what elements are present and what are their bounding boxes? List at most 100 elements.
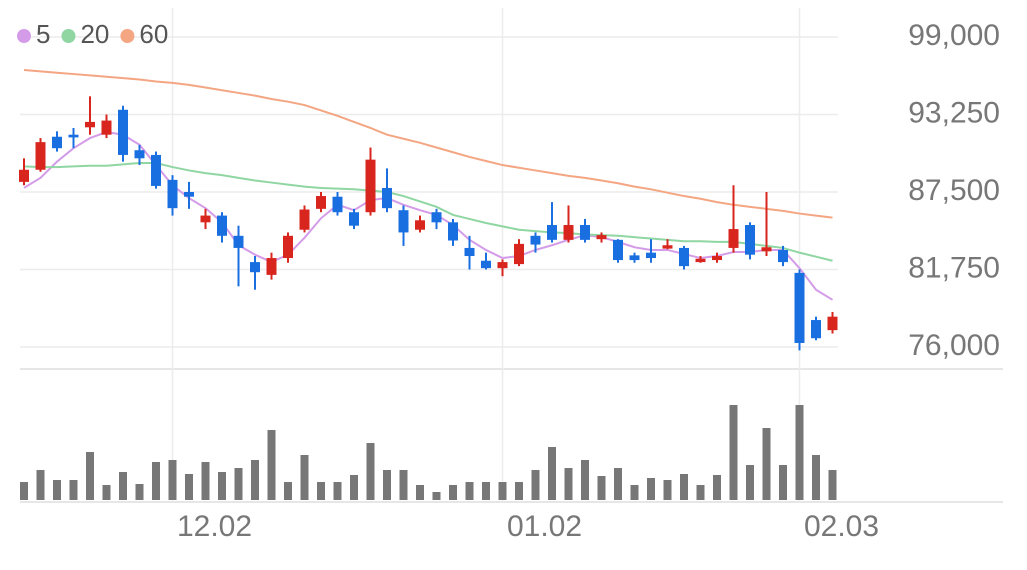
volume-bar	[383, 470, 391, 500]
legend-dot	[17, 29, 31, 43]
volume-bar	[548, 447, 556, 500]
volume-bar	[564, 468, 573, 500]
volume-bar	[779, 465, 787, 500]
candle-body	[151, 154, 161, 186]
volume-bar	[449, 485, 457, 500]
candle-body	[52, 136, 62, 149]
candle-body	[134, 150, 145, 159]
candle-body	[365, 159, 376, 213]
volume-bar	[482, 482, 490, 500]
volume-bar	[828, 470, 837, 500]
candle-body	[811, 320, 821, 339]
candle-body	[563, 225, 574, 240]
candle-body	[745, 225, 755, 255]
candle-body	[415, 220, 425, 230]
volume-bar	[234, 468, 243, 500]
volume-bar	[713, 475, 721, 500]
volume-bar	[729, 405, 738, 500]
candle-body	[101, 120, 112, 135]
candle-body	[398, 210, 409, 233]
candle-body	[827, 316, 838, 331]
volume-bar	[36, 470, 45, 500]
volume-bar	[432, 492, 441, 500]
candle-body	[200, 215, 211, 223]
candle-body	[530, 235, 541, 245]
candle-body	[761, 247, 772, 252]
candle-body	[382, 187, 392, 209]
volume-bar	[680, 474, 688, 500]
candle-body	[547, 225, 557, 240]
volume-bar	[284, 482, 292, 500]
x-tick-label: 01.02	[507, 510, 582, 543]
y-tick-label: 93,250	[908, 96, 1000, 129]
y-tick-label: 76,000	[908, 329, 1000, 362]
ma-line	[23, 69, 833, 219]
candle-body	[332, 196, 343, 213]
volume-bar	[515, 482, 523, 500]
candle-body	[431, 212, 442, 223]
candle-body	[68, 134, 79, 138]
y-tick-label: 99,000	[908, 19, 1000, 52]
candle-body	[514, 243, 524, 265]
volume-bar	[647, 478, 655, 500]
y-tick-label: 87,500	[908, 174, 1000, 207]
volume-bar	[812, 455, 820, 500]
candle-body	[85, 121, 95, 128]
candle-body	[613, 239, 623, 261]
candle-body	[316, 196, 326, 209]
ma-line	[23, 130, 834, 301]
candle-body	[794, 272, 805, 343]
volume-bar	[119, 472, 127, 500]
candle-body	[349, 212, 359, 226]
legend-label: 60	[139, 19, 168, 49]
volume-bar	[350, 475, 358, 500]
candle-body	[217, 215, 227, 236]
legend-label: 20	[80, 19, 109, 49]
volume-bar	[201, 462, 210, 500]
legend-dot	[61, 29, 76, 43]
volume-bar	[366, 443, 375, 500]
volume-bar	[267, 430, 276, 500]
candle-body	[728, 229, 739, 248]
candle-body	[266, 258, 277, 275]
volume-bar	[614, 468, 622, 500]
y-tick-label: 81,750	[908, 251, 1000, 284]
volume-bar	[762, 428, 771, 500]
volume-bar	[152, 462, 160, 500]
volume-bar	[102, 485, 111, 500]
candle-body	[646, 252, 656, 259]
candle-body	[662, 245, 673, 249]
volume-bar	[300, 455, 309, 500]
candle-body	[448, 222, 458, 241]
volume-bar	[531, 470, 540, 500]
candle-body	[250, 262, 260, 273]
volume-bar	[795, 405, 804, 500]
x-tick-label: 12.02	[177, 510, 252, 543]
volume-bar	[168, 460, 177, 500]
volume-bar	[465, 482, 474, 500]
volume-bar	[53, 480, 61, 500]
volume-bar	[251, 460, 259, 500]
candle-body	[497, 262, 508, 269]
volume-bar	[746, 465, 754, 500]
candle-body	[19, 169, 29, 182]
volume-bar	[630, 485, 639, 500]
candle-body	[233, 235, 244, 248]
candle-body	[35, 142, 46, 170]
candle-body	[712, 256, 722, 261]
volume-bar	[663, 480, 672, 500]
x-tick-label: 02.03	[804, 510, 879, 543]
candle-body	[299, 209, 310, 230]
volume-bar	[696, 485, 705, 500]
volume-bar	[416, 485, 424, 500]
candle-body	[596, 235, 607, 240]
volume-bar	[317, 482, 325, 500]
volume-bar	[333, 482, 342, 500]
volume-bar	[399, 470, 408, 500]
candle-body	[679, 247, 689, 267]
candle-body	[778, 249, 788, 263]
volume-bar	[581, 460, 589, 500]
legend-dot	[120, 29, 135, 43]
candle-body	[481, 260, 491, 269]
